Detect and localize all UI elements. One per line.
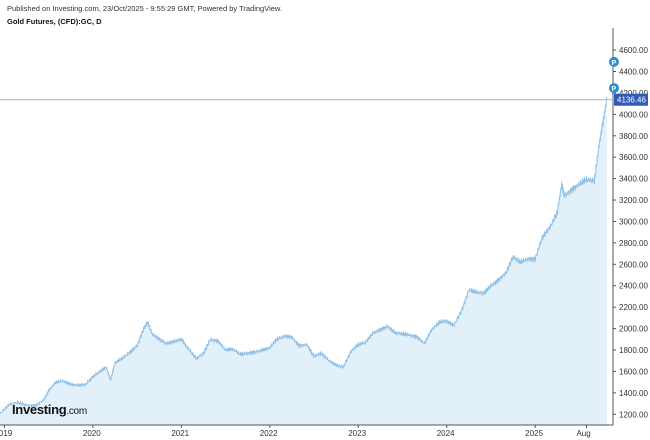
x-tick-label: 2024 — [437, 429, 455, 438]
y-tick-label: 3400.00 — [619, 175, 648, 184]
x-tick-label: 2021 — [171, 429, 189, 438]
x-tick-label: 2019 — [0, 429, 13, 438]
y-tick-label: 3200.00 — [619, 196, 648, 205]
y-tick-label: 1600.00 — [619, 367, 648, 376]
x-tick-label: 2020 — [83, 429, 101, 438]
logo-suffix: .com — [66, 406, 87, 417]
marker-label: P — [612, 60, 617, 67]
y-tick-label: 2200.00 — [619, 303, 648, 312]
y-tick-label: 2000.00 — [619, 325, 648, 334]
y-tick-label: 1800.00 — [619, 346, 648, 355]
y-tick-label: 3600.00 — [619, 153, 648, 162]
series-line — [0, 97, 608, 414]
y-tick-label: 1400.00 — [619, 389, 648, 398]
published-caption: Published on Investing.com, 23/Oct/2025 … — [7, 4, 283, 13]
y-tick-label: 4200.00 — [619, 89, 648, 98]
series-area — [0, 97, 607, 425]
y-tick-label: 3000.00 — [619, 217, 648, 226]
logo-name: Investing — [12, 402, 67, 417]
marker-label: P — [612, 86, 617, 93]
last-price-text: 4136.46 — [617, 96, 646, 105]
y-tick-label: 1200.00 — [619, 410, 648, 419]
y-tick-label: 3800.00 — [619, 132, 648, 141]
y-tick-label: 4400.00 — [619, 67, 648, 76]
last-price-badge: 4136.46 — [614, 93, 648, 106]
investing-logo: Investing.com — [12, 402, 87, 417]
marker-icon[interactable] — [609, 83, 619, 94]
x-tick-label: 2022 — [260, 429, 278, 438]
y-tick-label: 4000.00 — [619, 110, 648, 119]
x-tick-label: 2025 — [525, 429, 543, 438]
symbol-title: Gold Futures, (CFD):GC, D — [7, 17, 102, 26]
y-tick-label: 2800.00 — [619, 239, 648, 248]
y-tick-label: 4600.00 — [619, 46, 648, 55]
y-tick-label: 2600.00 — [619, 260, 648, 269]
last-price-badge-bg — [614, 93, 648, 106]
y-tick-label: 2400.00 — [619, 282, 648, 291]
x-tick-label: Aug — [576, 429, 590, 438]
x-tick-label: 2023 — [348, 429, 366, 438]
marker-icon[interactable] — [609, 56, 619, 67]
